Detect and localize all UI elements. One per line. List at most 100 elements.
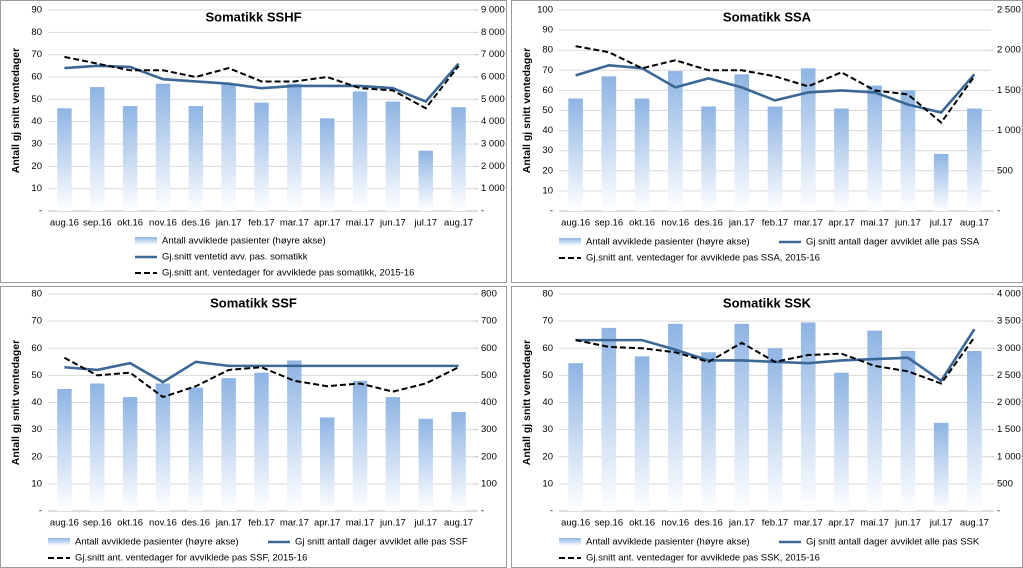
- bar: [254, 372, 269, 511]
- x-tick-label: sep.16: [595, 518, 624, 529]
- x-tick-label: des.16: [694, 518, 723, 529]
- x-tick-label: okt.16: [117, 218, 143, 229]
- bar: [385, 101, 401, 211]
- chart-panel: - 10 20 30 40 50 60 70 80 - 100 200 300 400 500 600 700 8…: [0, 286, 507, 568]
- bar: [967, 108, 982, 211]
- y2-tick-label: 5 000: [481, 94, 505, 105]
- y-tick-label: 10: [31, 183, 42, 194]
- x-tick-label: aug.16: [50, 518, 79, 529]
- legend-label: Gj snitt antall dager avviklet alle pas …: [806, 537, 980, 548]
- y2-tick-label: 4 000: [997, 289, 1021, 300]
- y-tick-label: 20: [542, 451, 553, 462]
- y-tick-label: 20: [31, 451, 42, 462]
- y-tick-label: 80: [31, 289, 42, 300]
- legend-label: Gj.snitt ant. ventedager for avviklede p…: [586, 253, 820, 264]
- y-tick-label: 40: [542, 397, 553, 408]
- x-tick-label: jun.17: [379, 218, 406, 229]
- chart-title: Somatikk SSHF: [205, 9, 301, 24]
- x-tick-label: mar.17: [280, 518, 309, 529]
- y-tick-label: 30: [542, 424, 553, 435]
- y-tick-label: 30: [31, 139, 42, 150]
- y-tick-label: 50: [31, 94, 42, 105]
- y2-tick-label: 1 000: [997, 451, 1021, 462]
- y2-tick-label: 800: [481, 289, 497, 300]
- bar: [385, 397, 401, 511]
- x-tick-label: jun.17: [379, 518, 406, 529]
- x-tick-label: mai.17: [860, 518, 889, 529]
- bar: [352, 91, 368, 211]
- chart-panel: - 10 20 30 40 50 60 70 80 90 - 1 000 2 000 3 000 4 000…: [0, 0, 507, 283]
- y2-tick-label: 7 000: [481, 49, 505, 60]
- bar: [418, 418, 433, 511]
- x-tick-label: okt.16: [117, 518, 143, 529]
- line-series: [575, 336, 976, 385]
- bar: [800, 322, 816, 511]
- y-tick-label: 30: [542, 145, 553, 156]
- chart-title: Somatikk SSA: [723, 9, 812, 24]
- bar: [122, 397, 138, 511]
- x-tick-label: okt.16: [629, 218, 655, 229]
- x-tick-label: aug.17: [444, 218, 473, 229]
- y-tick-label: 60: [542, 85, 553, 96]
- chart-panel: - 10 20 30 40 50 60 70 80 90 100 - 500 1 000 1 500 2 00…: [511, 0, 1023, 283]
- y-tick-label: 10: [542, 478, 553, 489]
- bar: [867, 85, 883, 211]
- y2-tick-label: 2 000: [481, 161, 505, 172]
- y-axis-label: Antall gj snitt ventedager: [10, 48, 22, 173]
- bar: [57, 388, 72, 511]
- y-tick-label: 40: [542, 125, 553, 136]
- y2-tick-label: 9 000: [481, 5, 505, 16]
- y2-tick-label: 500: [997, 165, 1013, 176]
- y-tick-label: 20: [542, 165, 553, 176]
- bar: [701, 352, 716, 511]
- legend-item: Gj.snitt ant. ventedager for avviklede p…: [135, 268, 414, 279]
- bar: [834, 372, 849, 511]
- y2-tick-label: -: [481, 506, 484, 517]
- x-tick-label: jan.17: [215, 218, 242, 229]
- legend-item: Antall avviklede pasienter (høyre akse): [559, 237, 750, 248]
- x-tick-label: aug.16: [50, 218, 79, 229]
- y2-tick-label: 200: [481, 451, 497, 462]
- y2-tick-label: 3 000: [997, 343, 1021, 354]
- x-tick-label: apr.17: [314, 518, 340, 529]
- legend-swatch: [48, 538, 70, 546]
- y-axis-label: Antall gj snitt ventedager: [10, 340, 22, 465]
- x-tick-label: sep.16: [83, 218, 112, 229]
- bar: [451, 411, 466, 511]
- bar: [568, 363, 583, 511]
- chart-title: Somatikk SSK: [723, 295, 812, 310]
- bar: [188, 387, 204, 511]
- bar: [667, 323, 683, 511]
- y-axis-label: Antall gj snitt ventedager: [521, 340, 533, 465]
- legend-label: Gj snitt antall dager avviklet alle pas …: [806, 237, 980, 248]
- bar: [122, 106, 138, 211]
- y-tick-label: 70: [542, 316, 553, 327]
- x-tick-label: jan.17: [728, 218, 755, 229]
- x-tick-label: jan.17: [215, 518, 242, 529]
- legend-label: Gj.snitt ant. ventedager for avviklede p…: [586, 553, 820, 564]
- bar: [933, 153, 949, 211]
- bar: [834, 108, 849, 211]
- line-series: [64, 360, 459, 384]
- bar: [90, 87, 105, 211]
- y-tick-label: 10: [542, 185, 553, 196]
- legend-item: Antall avviklede pasienter (høyre akse): [48, 537, 239, 548]
- x-tick-label: feb.17: [762, 518, 788, 529]
- legend-label: Gj.snitt ant. ventedager for avviklede p…: [75, 553, 307, 564]
- legend-label: Antall avviklede pasienter (høyre akse): [162, 236, 326, 247]
- x-tick-label: mai.17: [346, 518, 375, 529]
- y-tick-label: 70: [31, 49, 42, 60]
- bar: [155, 383, 171, 511]
- y-tick-label: 50: [542, 105, 553, 116]
- bar: [221, 378, 236, 511]
- bar: [451, 107, 466, 211]
- legend-item: Gj.snitt ventetid avv. pas. somatikk: [135, 252, 308, 263]
- legend-item: Gj snitt antall dager avviklet alle pas …: [268, 537, 468, 548]
- line-series: [64, 55, 460, 110]
- bar: [701, 106, 716, 211]
- bar: [734, 323, 750, 511]
- y-tick-label: 70: [542, 65, 553, 76]
- x-tick-label: aug.17: [960, 518, 989, 529]
- legend-label: Antall avviklede pasienter (høyre akse): [586, 237, 750, 248]
